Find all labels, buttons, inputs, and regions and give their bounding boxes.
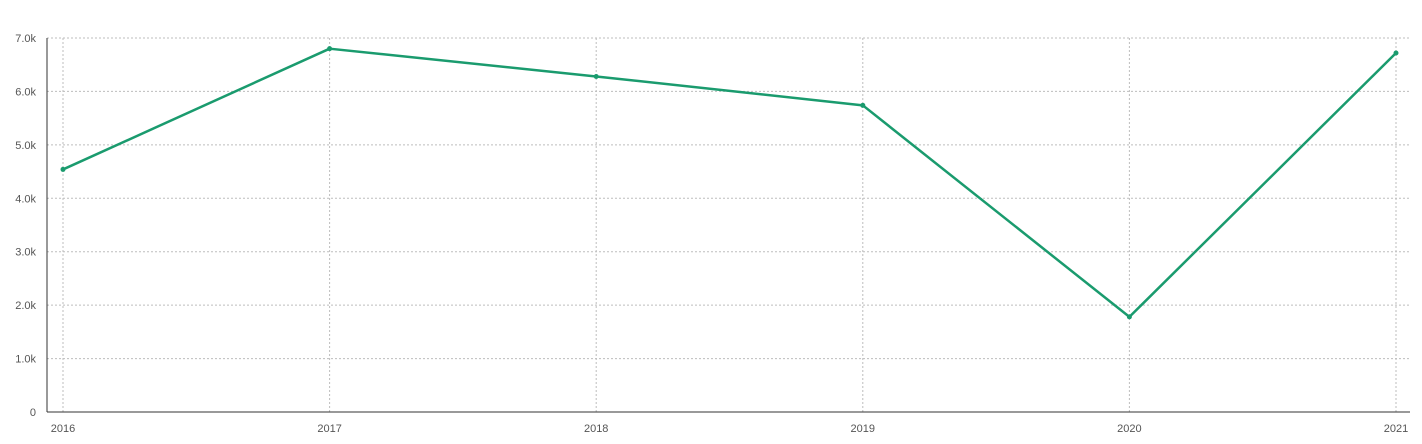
data-point[interactable] xyxy=(1393,50,1399,56)
data-point[interactable] xyxy=(593,73,599,79)
y-gridlines xyxy=(47,37,1410,360)
y-tick-label: 2.0k xyxy=(15,300,36,312)
x-gridlines xyxy=(62,38,1397,412)
x-tick-label: 2018 xyxy=(584,423,608,435)
y-tick-label: 6.0k xyxy=(15,86,36,98)
y-tick-label: 4.0k xyxy=(15,193,36,205)
y-tick-label: 0 xyxy=(30,407,36,419)
y-axis-tick-labels: 0 1.0k 2.0k 3.0k 4.0k 5.0k 6.0k 7.0k xyxy=(15,33,36,419)
x-tick-label: 2016 xyxy=(51,423,75,435)
series-group xyxy=(60,46,1399,320)
data-point[interactable] xyxy=(60,166,66,172)
data-point[interactable] xyxy=(860,102,866,108)
y-tick-label: 5.0k xyxy=(15,140,36,152)
data-point[interactable] xyxy=(327,46,333,52)
x-tick-label: 2019 xyxy=(851,423,875,435)
y-tick-label: 1.0k xyxy=(15,354,36,366)
y-tick-label: 3.0k xyxy=(15,247,36,259)
x-tick-label: 2017 xyxy=(317,423,341,435)
data-point[interactable] xyxy=(1126,314,1132,320)
series-line xyxy=(61,47,1398,319)
x-tick-label: 2021 xyxy=(1384,423,1408,435)
x-axis-tick-labels: 2016 2017 2018 2019 2020 2021 xyxy=(51,423,1408,435)
x-tick-label: 2020 xyxy=(1117,423,1141,435)
y-tick-label: 7.0k xyxy=(15,33,36,45)
